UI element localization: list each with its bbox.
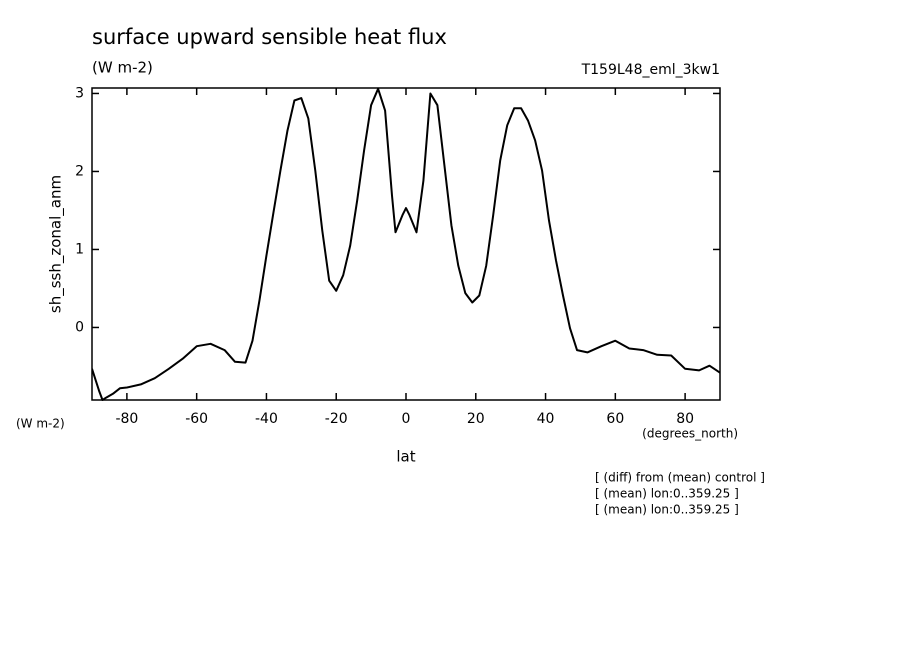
note: [ (mean) lon:0..359.25 ] [595,503,739,517]
chart-subtitle: (W m-2) [92,59,153,77]
x-tick-label: -20 [325,411,348,427]
x-axis-label: lat [396,448,415,466]
x-tick-label: 60 [606,411,624,427]
y-axis-label: sh_ssh_zonal_anm [47,175,66,313]
run-label: T159L48_eml_3kw1 [581,62,720,78]
x-unit: (degrees_north) [642,427,738,441]
y-tick-label: 0 [75,319,84,335]
y-unit: (W m-2) [16,417,65,431]
x-tick-label: -40 [255,411,278,427]
x-tick-label: 80 [676,411,694,427]
y-tick-label: 1 [75,241,84,257]
data-line [92,87,720,401]
note: [ (diff) from (mean) control ] [595,471,765,485]
y-tick-label: 3 [75,85,84,101]
x-tick-label: 20 [467,411,485,427]
note: [ (mean) lon:0..359.25 ] [595,487,739,501]
chart-title: surface upward sensible heat flux [92,25,447,49]
y-tick-label: 2 [75,163,84,179]
x-tick-label: 40 [537,411,555,427]
x-tick-label: -80 [115,411,138,427]
x-tick-label: -60 [185,411,208,427]
x-tick-label: 0 [402,411,411,427]
plot-frame [91,87,721,401]
